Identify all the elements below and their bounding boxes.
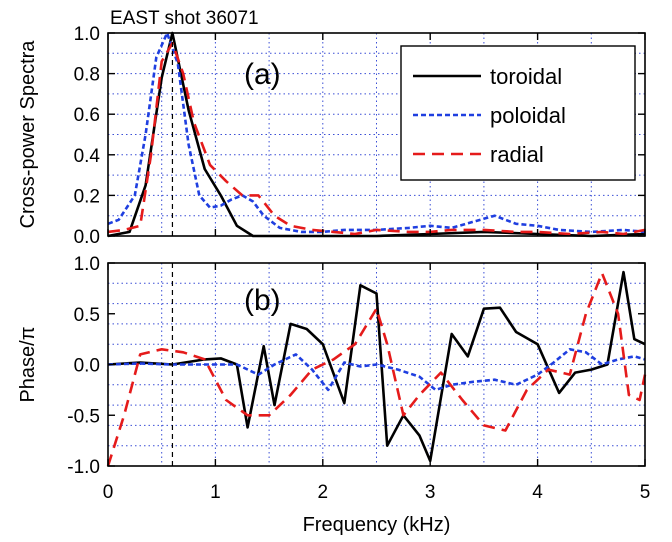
series-line-toroidal xyxy=(107,270,646,463)
x-tick-label: 5 xyxy=(640,482,651,503)
panel-a-cross-power: 0.0 0.2 0.4 0.6 0.8 1.0 EAST shot 36071 (a) C… xyxy=(17,8,646,248)
panel-a-y-ticks: 0.0 0.2 0.4 0.6 0.8 1.0 xyxy=(74,24,645,248)
legend-box xyxy=(400,45,636,181)
series-line-radial xyxy=(107,41,646,236)
series-line-poloidal xyxy=(107,347,646,392)
y-tick-label: 0.2 xyxy=(74,186,100,207)
y-tick-label: 1.0 xyxy=(74,254,100,275)
x-tick-label: 4 xyxy=(532,482,543,503)
series-line-toroidal xyxy=(107,31,646,238)
series-line-radial xyxy=(106,271,647,467)
panel-a-series xyxy=(107,31,646,238)
y-tick-label: 0.0 xyxy=(74,227,100,248)
legend: toroidal poloidal radial xyxy=(400,45,636,181)
y-tick-label: 0.0 xyxy=(74,356,100,377)
panel-a-y-axis-title: Cross-power Spectra xyxy=(17,40,39,229)
panel-b-y-axis-title: Phase/π xyxy=(17,326,39,402)
x-tick-label: 2 xyxy=(318,482,329,503)
y-tick-label: 0.5 xyxy=(74,305,100,326)
legend-items: toroidal poloidal radial xyxy=(413,64,566,167)
y-tick-label: -1.0 xyxy=(67,457,100,478)
panel-b-y-ticks: -1.0 -0.5 0.0 0.5 1.0 xyxy=(67,254,645,478)
panel-b-series xyxy=(106,270,647,467)
x-tick-label: 3 xyxy=(425,482,436,503)
y-tick-label: -0.5 xyxy=(67,406,100,427)
x-tick-label: 0 xyxy=(103,482,114,503)
legend-label-radial: radial xyxy=(490,142,544,167)
y-tick-label: 0.8 xyxy=(74,65,100,86)
y-tick-label: 0.6 xyxy=(74,105,100,126)
panel-a-label: (a) xyxy=(244,58,281,91)
y-tick-label: 1.0 xyxy=(74,24,100,45)
legend-label-toroidal: toroidal xyxy=(490,64,562,89)
x-tick-label: 1 xyxy=(210,482,221,503)
chart-title: EAST shot 36071 xyxy=(110,8,259,29)
panel-b-label: (b) xyxy=(244,284,281,317)
panel-a-frame xyxy=(107,32,646,237)
x-axis-ticks: 0 1 2 3 4 5 xyxy=(103,33,651,503)
series-line-poloidal xyxy=(107,31,646,234)
legend-label-poloidal: poloidal xyxy=(490,103,566,128)
y-tick-label: 0.4 xyxy=(74,146,101,167)
panel-b-phase: -1.0 -0.5 0.0 0.5 1.0 0 1 2 3 4 5 (b) Phase/π Fre… xyxy=(17,33,650,536)
x-axis-title: Frequency (kHz) xyxy=(303,514,451,536)
